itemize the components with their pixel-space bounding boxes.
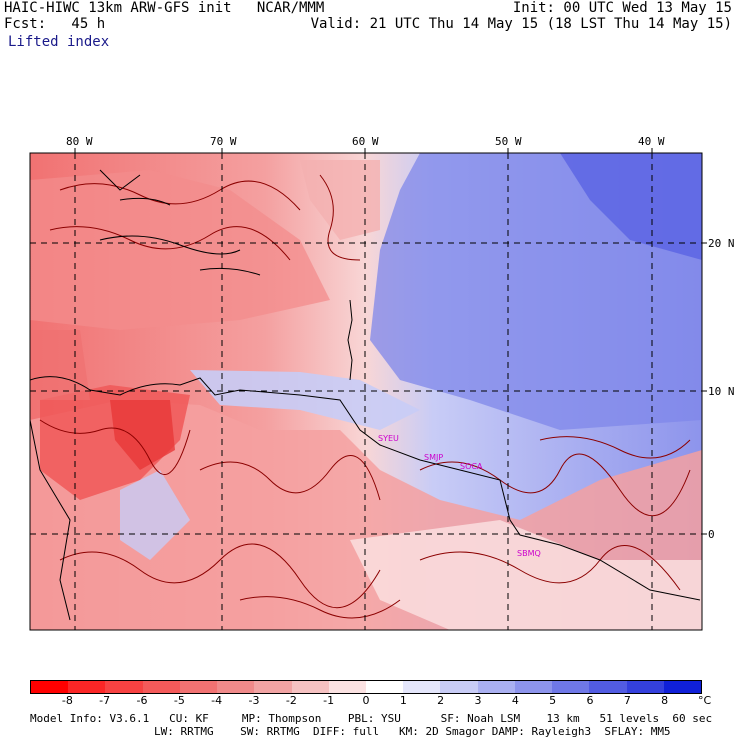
colorbar-swatch: [179, 681, 218, 693]
colorbar-swatch: [291, 681, 329, 693]
station-sbmq: SBMQ: [517, 549, 541, 558]
colorbar-swatch: [626, 681, 664, 693]
lat-label-20n: 20 N: [708, 237, 735, 250]
lat-label-10n: 10 N: [708, 385, 735, 398]
colorbar-tick-label: 6: [586, 694, 594, 707]
station-smjp: SMJP: [424, 453, 443, 462]
lon-label-60w: 60 W: [352, 135, 379, 148]
lon-label-70w: 70 W: [210, 135, 237, 148]
colorbar-tick-label: 1: [399, 694, 407, 707]
colorbar-swatch: [477, 681, 515, 693]
field-name: Lifted index: [8, 34, 110, 50]
colorbar-tick-label: -3: [248, 694, 260, 707]
colorbar-tick-label: 5: [549, 694, 557, 707]
model-info-line1: Model Info: V3.6.1 CU: KF MP: Thompson P…: [30, 712, 713, 725]
colorbar-tick-label: 4: [511, 694, 519, 707]
colorbar-swatch: [105, 681, 143, 693]
colorbar-tick-label: -2: [285, 694, 297, 707]
colorbar-swatch: [589, 681, 627, 693]
colorbar-ticks: -8 -7 -6 -5 -4 -3 -2 -1 0 1 2 3 4 5 6 7 8: [30, 694, 702, 708]
colorbar: [30, 680, 702, 694]
colorbar-swatch: [217, 681, 255, 693]
colorbar-tick-label: 7: [623, 694, 631, 707]
colorbar-unit: °C: [698, 694, 712, 707]
contour-lines: [39, 174, 691, 619]
colorbar-swatch: [68, 681, 106, 693]
colorbar-swatch: [328, 681, 366, 693]
colorbar-tick-label: 3: [474, 694, 482, 707]
colorbar-swatch: [31, 681, 69, 693]
colorbar-swatch: [663, 681, 701, 693]
lat-label-0: 0: [708, 528, 715, 541]
lon-label-40w: 40 W: [638, 135, 665, 148]
colorbar-tick-label: 2: [437, 694, 445, 707]
colorbar-tick-label: -4: [211, 694, 223, 707]
station-soca: SOCA: [460, 462, 483, 471]
graticule: [30, 153, 702, 630]
coastlines: [30, 169, 701, 621]
colorbar-tick-label: 0: [362, 694, 370, 707]
model-info-line2: LW: RRTMG SW: RRTMG DIFF: full KM: 2D Sm…: [154, 725, 671, 738]
colorbar-tick-label: -5: [173, 694, 185, 707]
colorbar-tick-label: -1: [323, 694, 335, 707]
init-time: Init: 00 UTC Wed 13 May 15: [512, 0, 732, 16]
colorbar-swatch: [142, 681, 180, 693]
colorbar-swatch: [552, 681, 590, 693]
valid-time: Valid: 21 UTC Thu 14 May 15 (18 LST Thu …: [310, 16, 732, 32]
lon-label-50w: 50 W: [495, 135, 522, 148]
station-syeu: SYEU: [378, 434, 399, 443]
colorbar-tick-label: -7: [99, 694, 111, 707]
plot-title: HAIC-HIWC 13km ARW-GFS init NCAR/MMM: [4, 0, 325, 16]
lon-label-80w: 80 W: [66, 135, 93, 148]
colorbar-swatch: [254, 681, 292, 693]
colorbar-swatch: [365, 681, 404, 693]
colorbar-tick-label: 8: [661, 694, 669, 707]
colorbar-tick-label: -6: [136, 694, 148, 707]
colorbar-swatch: [440, 681, 478, 693]
colorbar-swatch: [514, 681, 553, 693]
colorbar-swatch: [403, 681, 441, 693]
forecast-hour: Fcst: 45 h: [4, 16, 106, 32]
colorbar-tick-label: -8: [61, 694, 73, 707]
